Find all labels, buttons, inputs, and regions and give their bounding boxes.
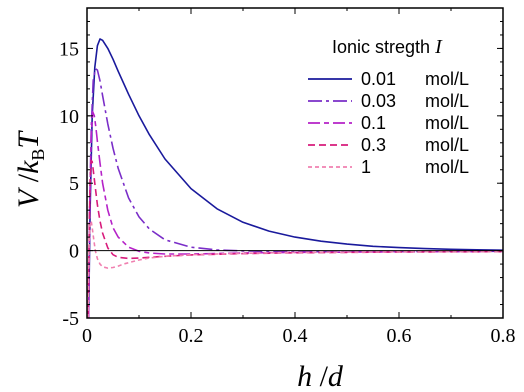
y-tick-label: 0	[69, 241, 79, 263]
y-tick-label: -5	[62, 308, 79, 330]
legend-title: Ionic stregth I	[332, 36, 443, 58]
series-line-2	[87, 111, 503, 318]
legend-unit-1: mol/L	[425, 91, 469, 111]
x-tick-label: 0.6	[387, 325, 412, 347]
y-tick-label: 10	[59, 106, 79, 128]
x-tick-label: 0.8	[491, 325, 516, 347]
legend-label-0: 0.01	[361, 69, 396, 89]
series-lines	[87, 38, 503, 318]
series-line-3	[87, 159, 503, 318]
y-tick-label: 5	[69, 173, 79, 195]
x-tick-label: 0.2	[179, 325, 204, 347]
legend: Ionic stregth I 0.01 mol/L 0.03 mol/L 0.1 mol…	[308, 36, 469, 177]
legend-label-3: 0.3	[361, 135, 386, 155]
legend-unit-0: mol/L	[425, 69, 469, 89]
x-axis-label: h /d	[297, 360, 344, 392]
series-line-4	[87, 220, 503, 318]
legend-label-2: 0.1	[361, 113, 386, 133]
axis-ticks	[86, 7, 504, 319]
legend-unit-3: mol/L	[425, 135, 469, 155]
legend-unit-4: mol/L	[425, 157, 469, 177]
y-axis-label: V /kBT	[12, 130, 48, 209]
x-tick-label: 0.4	[283, 325, 308, 347]
legend-unit-2: mol/L	[425, 113, 469, 133]
legend-label-1: 0.03	[361, 91, 396, 111]
legend-items: 0.01 mol/L 0.03 mol/L 0.1 mol/L 0.3 mol/L 1 mol/L	[308, 69, 469, 177]
legend-label-4: 1	[361, 157, 371, 177]
series-line-0	[87, 38, 503, 318]
x-tick-label: 0	[82, 325, 92, 347]
y-tick-label: 15	[59, 38, 79, 60]
